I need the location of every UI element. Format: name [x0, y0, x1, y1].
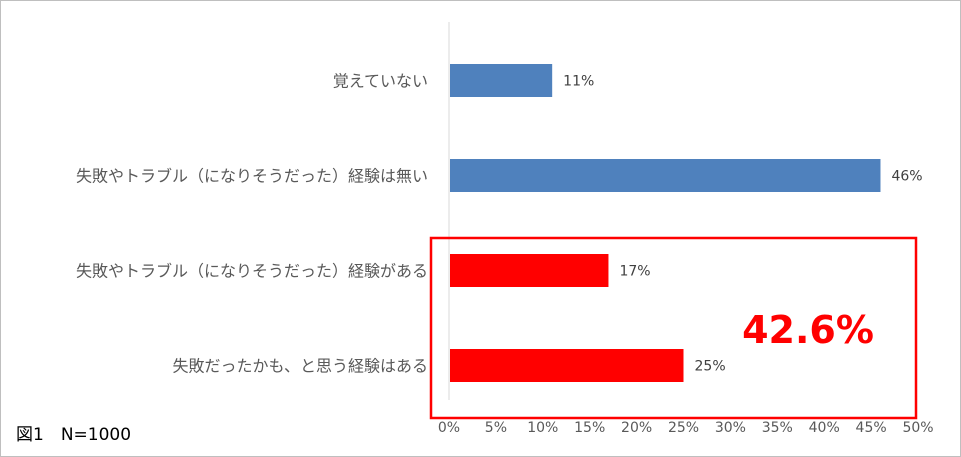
x-tick-label: 50%	[902, 420, 933, 436]
x-tick-label: 25%	[668, 420, 699, 436]
bar	[450, 64, 553, 97]
x-tick-label: 15%	[574, 420, 605, 436]
highlight-box	[429, 236, 918, 420]
x-tick-label: 40%	[809, 420, 840, 436]
x-tick-label: 45%	[856, 420, 887, 436]
category-label: 覚えていない	[333, 72, 428, 91]
data-label: 25%	[695, 359, 726, 375]
category-label: 失敗やトラブル（になりそうだった）経験がある	[76, 262, 428, 281]
x-tick-label: 5%	[485, 420, 507, 436]
x-tick-label: 0%	[438, 420, 460, 436]
category-label: 失敗やトラブル（になりそうだった）経験は無い	[76, 167, 428, 186]
x-tick-label: 30%	[715, 420, 746, 436]
figure-caption: 図1 N=1000	[16, 425, 132, 445]
x-tick-label: 20%	[621, 420, 652, 436]
bar	[450, 159, 881, 192]
axis-layer: 0% 5% 10% 15% 20% 25% 30% 35% 40% 45% 50%	[438, 22, 934, 436]
highlight-layer: 42.6%	[429, 236, 918, 420]
x-tick-label: 10%	[527, 420, 558, 436]
category-label: 失敗だったかも、と思う経験はある	[172, 357, 428, 376]
data-label: 11%	[563, 74, 594, 90]
data-label: 17%	[619, 264, 650, 280]
labels-layer: 覚えていない 11% 失敗やトラブル（になりそうだった）経験は無い 46% 失敗やトラブ…	[76, 72, 923, 376]
highlight-total-label: 42.6%	[742, 308, 874, 352]
bar	[450, 254, 609, 287]
x-tick-label: 35%	[762, 420, 793, 436]
bars-layer	[450, 64, 881, 382]
data-label: 46%	[891, 169, 922, 185]
bar	[450, 349, 684, 382]
